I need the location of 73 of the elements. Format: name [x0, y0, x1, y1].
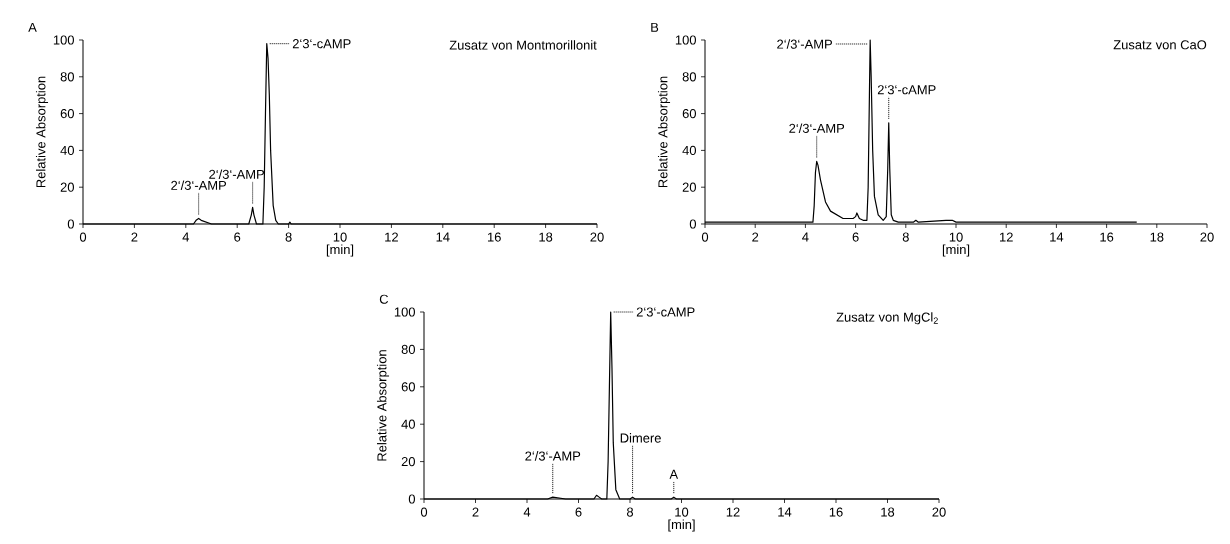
y-tick-label: 60	[60, 109, 74, 119]
annotation: 2‘/3‘-AMP	[171, 180, 227, 190]
x-tick-label: 14	[1050, 232, 1064, 242]
x-axis-title: [min]	[668, 519, 695, 532]
y-tick-label: 80	[60, 72, 74, 82]
x-tick-label: 0	[420, 507, 428, 517]
x-tick-label: 4	[523, 507, 531, 517]
x-tick-label: 10	[675, 507, 689, 517]
text: A	[28, 22, 37, 32]
y-tick-label: 100	[394, 307, 415, 317]
x-tick-label: 16	[829, 507, 843, 517]
y-tick-label: 100	[675, 35, 696, 45]
annotation: 2‘3‘-cAMP	[292, 39, 351, 49]
annotation: 2‘3‘-cAMP	[877, 85, 936, 95]
chart-title: Zusatz von MgCl$_{2}$	[836, 312, 938, 325]
x-tick-label: 8	[902, 232, 909, 242]
y-tick-label: 0	[67, 219, 74, 229]
y-tick-label: 20	[682, 182, 697, 192]
x-axis-title: [min]	[326, 244, 354, 257]
y-tick-label: 0	[408, 494, 415, 504]
y-tick-label: 40	[60, 145, 74, 155]
x-tick-label: 4	[802, 232, 809, 242]
x-tick-label: 6	[575, 507, 582, 517]
x-tick-label: 16	[487, 232, 501, 242]
x-tick-label: 12	[385, 232, 398, 242]
x-tick-label: 6	[234, 232, 241, 242]
y-tick-label: 40	[682, 145, 697, 155]
chart-title: Zusatz von CaO	[1113, 40, 1207, 50]
y-axis-title: Relative Absorption	[35, 76, 49, 188]
x-tick-label: 2	[131, 232, 138, 242]
x-tick-label: 18	[539, 232, 553, 242]
x-tick-label: 2	[752, 232, 759, 242]
chart-title: Zusatz von Montmorillonit	[449, 40, 597, 50]
y-tick-label: 60	[401, 382, 415, 392]
x-tick-label: 12	[726, 507, 740, 517]
y-tick-label: 20	[60, 182, 74, 192]
x-tick-label: 20	[932, 507, 946, 517]
x-tick-label: 0	[701, 232, 709, 242]
x-axis-title: [min]	[942, 244, 970, 257]
y-tick-label: 80	[682, 72, 697, 82]
x-tick-label: 6	[852, 232, 859, 242]
y-tick-label: 100	[53, 35, 74, 45]
annotation: 2‘3‘-cAMP	[636, 307, 695, 317]
x-tick-label: 18	[881, 507, 895, 517]
annotation: 2‘/3‘-AMP	[525, 451, 581, 461]
x-tick-label: 4	[182, 232, 190, 242]
x-tick-label: 20	[1200, 232, 1214, 242]
text: B	[651, 22, 659, 32]
annotation: 2‘/3‘-AMP	[777, 39, 832, 49]
annotation: 2‘/3‘-AMP	[209, 169, 264, 179]
y-tick-label: 20	[401, 457, 415, 467]
y-tick-label: 80	[401, 344, 415, 354]
y-axis-title: Relative Absorption	[657, 76, 671, 188]
x-tick-label: 16	[1100, 232, 1114, 242]
x-tick-label: 20	[590, 232, 604, 242]
x-tick-label: 2	[472, 507, 479, 517]
x-tick-label: 8	[285, 232, 292, 242]
x-tick-label: 8	[626, 507, 634, 517]
y-tick-label: 0	[689, 219, 697, 229]
x-tick-label: 18	[1150, 232, 1164, 242]
y-tick-label: 40	[401, 419, 415, 429]
x-tick-label: 10	[333, 232, 347, 242]
x-tick-label: 0	[79, 232, 87, 242]
text: C	[379, 294, 389, 304]
x-tick-label: 14	[436, 232, 450, 242]
y-axis-title: Relative Absorption	[376, 350, 390, 461]
x-tick-label: 14	[778, 507, 792, 517]
annotation: 2‘/3‘-AMP	[789, 123, 845, 133]
y-tick-label: 60	[682, 109, 697, 119]
annotation: Dimere	[620, 433, 661, 443]
x-tick-label: 10	[949, 232, 963, 242]
annotation: A	[669, 469, 679, 479]
x-tick-label: 12	[999, 232, 1013, 242]
